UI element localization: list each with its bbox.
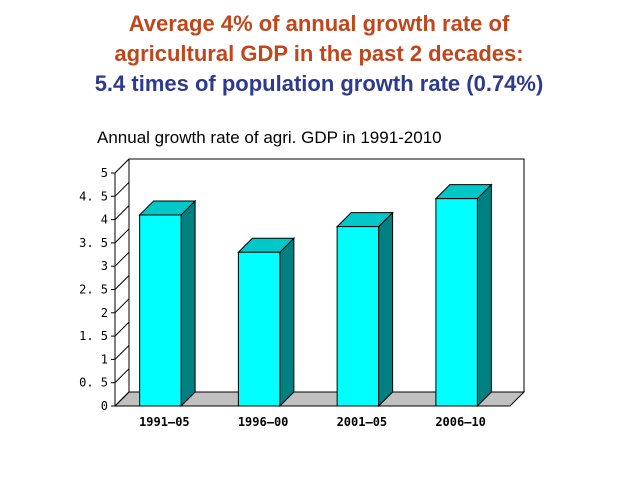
- bar: [434, 183, 493, 408]
- y-tick-label: 1: [101, 352, 108, 366]
- y-tick-depth: [114, 205, 130, 220]
- y-tick-depth: [114, 181, 130, 197]
- x-tick-label: 1991–05: [139, 415, 190, 429]
- x-tick-label: 1996–00: [238, 415, 289, 429]
- heading-line-3: 5.4 times of population growth rate (0.7…: [94, 71, 544, 96]
- y-tick-label: 3. 5: [79, 236, 108, 250]
- y-tick-label: 2. 5: [79, 283, 108, 297]
- y-tick-label: 1. 5: [79, 329, 108, 343]
- bar-front: [336, 226, 380, 407]
- y-tick-depth: [114, 368, 130, 384]
- y-tick-depth: [114, 228, 130, 244]
- y-tick-label: 3: [101, 259, 108, 273]
- heading-line-1: Average 4% of annual growth rate of: [128, 11, 510, 36]
- bar-front: [139, 214, 182, 407]
- y-tick-label: 4. 5: [79, 189, 108, 203]
- y-tick-depth: [114, 345, 130, 360]
- y-tick-depth: [114, 298, 130, 314]
- y-tick-label: 4: [101, 213, 108, 227]
- bar-side: [180, 199, 196, 408]
- y-tick-depth: [114, 391, 130, 407]
- bar-side: [279, 237, 295, 408]
- bar: [237, 237, 296, 408]
- y-tick-depth: [114, 321, 130, 337]
- bar-side: [378, 211, 394, 408]
- heading-line-2: agricultural GDP in the past 2 decades:: [114, 41, 524, 66]
- y-tick-label: 0. 5: [79, 376, 108, 390]
- chart-title: Annual growth rate of agri. GDP in 1991-…: [97, 128, 442, 147]
- bar: [138, 199, 197, 408]
- x-tick-label: 2001–05: [337, 415, 388, 429]
- y-tick-label: 2: [101, 306, 108, 320]
- y-tick-label: 5: [101, 166, 108, 180]
- bar-side: [476, 183, 492, 408]
- bar: [335, 211, 394, 408]
- y-tick-depth: [114, 158, 130, 174]
- bar-front: [237, 251, 281, 407]
- y-tick-depth: [114, 251, 130, 267]
- bar-front: [435, 198, 478, 407]
- x-tick-label: 2006–10: [435, 415, 486, 429]
- y-tick-label: 0: [101, 399, 108, 413]
- y-tick-depth: [114, 275, 130, 290]
